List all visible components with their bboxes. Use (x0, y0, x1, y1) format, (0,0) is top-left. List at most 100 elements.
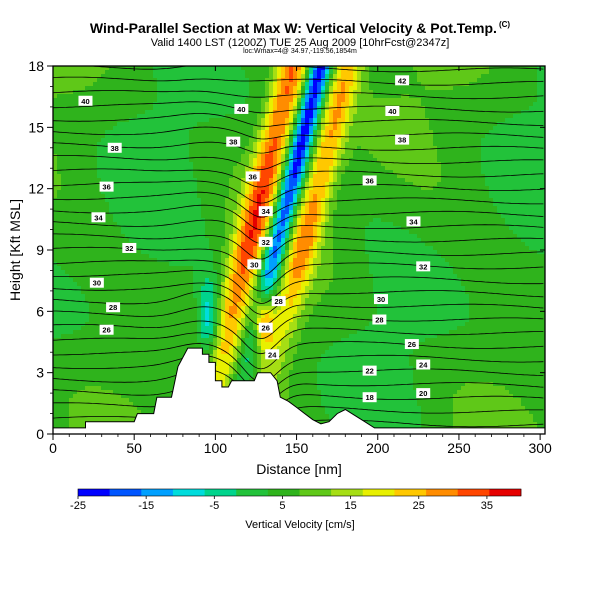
velocity-cell (533, 218, 538, 223)
velocity-cell (409, 174, 414, 179)
velocity-cell (377, 70, 382, 75)
velocity-cell (277, 110, 282, 115)
velocity-cell (233, 94, 238, 99)
velocity-cell (541, 182, 546, 187)
velocity-cell (193, 90, 198, 95)
velocity-cell (297, 194, 302, 199)
velocity-cell (285, 194, 290, 199)
velocity-cell (317, 70, 322, 75)
velocity-cell (357, 218, 362, 223)
velocity-cell (377, 106, 382, 111)
velocity-cell (221, 106, 226, 111)
velocity-cell (213, 114, 218, 119)
velocity-cell (385, 178, 390, 183)
velocity-cell (281, 86, 286, 91)
velocity-cell (521, 186, 526, 191)
velocity-cell (389, 94, 394, 99)
velocity-cell (341, 142, 346, 147)
velocity-cell (373, 158, 378, 163)
velocity-cell (385, 162, 390, 167)
velocity-cell (381, 166, 386, 171)
velocity-cell (225, 130, 230, 135)
velocity-cell (529, 162, 534, 167)
velocity-cell (429, 86, 434, 91)
velocity-cell (341, 82, 346, 87)
velocity-cell (529, 158, 534, 163)
velocity-cell (109, 90, 114, 95)
velocity-cell (497, 170, 502, 175)
velocity-cell (497, 130, 502, 135)
velocity-cell (181, 90, 186, 95)
velocity-cell (433, 150, 438, 155)
velocity-cell (145, 106, 150, 111)
velocity-cell (237, 74, 242, 79)
velocity-cell (421, 170, 426, 175)
velocity-cell (109, 158, 114, 163)
velocity-cell (97, 122, 102, 127)
velocity-cell (345, 142, 350, 147)
velocity-cell (173, 98, 178, 103)
velocity-cell (381, 130, 386, 135)
velocity-cell (445, 102, 450, 107)
velocity-cell (469, 142, 474, 147)
velocity-cell (93, 202, 98, 207)
velocity-cell (341, 66, 346, 71)
velocity-cell (137, 182, 142, 187)
velocity-cell (73, 166, 78, 171)
velocity-cell (305, 118, 310, 123)
velocity-cell (273, 146, 278, 151)
velocity-cell (401, 170, 406, 175)
velocity-cell (445, 150, 450, 155)
velocity-cell (449, 210, 454, 215)
velocity-cell (377, 122, 382, 127)
velocity-cell (217, 210, 222, 215)
velocity-cell (97, 198, 102, 203)
velocity-cell (229, 134, 234, 139)
velocity-cell (397, 186, 402, 191)
velocity-cell (541, 206, 546, 211)
velocity-cell (97, 162, 102, 167)
velocity-cell (289, 194, 294, 199)
velocity-cell (521, 162, 526, 167)
velocity-cell (409, 182, 414, 187)
velocity-cell (493, 118, 498, 123)
velocity-cell (341, 206, 346, 211)
velocity-cell (469, 122, 474, 127)
velocity-cell (229, 202, 234, 207)
velocity-cell (397, 182, 402, 187)
velocity-cell (373, 66, 378, 71)
velocity-cell (161, 162, 166, 167)
velocity-cell (305, 222, 310, 227)
velocity-cell (313, 66, 318, 71)
velocity-cell (93, 162, 98, 167)
velocity-cell (221, 146, 226, 151)
velocity-cell (493, 222, 498, 227)
velocity-cell (477, 134, 482, 139)
velocity-cell (509, 198, 514, 203)
velocity-cell (425, 142, 430, 147)
velocity-cell (269, 98, 274, 103)
velocity-cell (57, 182, 62, 187)
velocity-cell (397, 190, 402, 195)
velocity-cell (461, 146, 466, 151)
velocity-cell (345, 190, 350, 195)
velocity-cell (73, 114, 78, 119)
velocity-cell (101, 118, 106, 123)
velocity-cell (353, 142, 358, 147)
velocity-cell (105, 106, 110, 111)
velocity-cell (201, 70, 206, 75)
velocity-cell (493, 202, 498, 207)
velocity-cell (217, 154, 222, 159)
velocity-cell (357, 70, 362, 75)
velocity-cell (541, 82, 546, 87)
velocity-cell (53, 218, 58, 223)
velocity-cell (461, 182, 466, 187)
velocity-cell (389, 214, 394, 219)
velocity-cell (241, 206, 246, 211)
velocity-cell (73, 82, 78, 87)
velocity-cell (209, 214, 214, 219)
velocity-cell (377, 218, 382, 223)
velocity-cell (101, 134, 106, 139)
velocity-cell (357, 178, 362, 183)
velocity-cell (477, 78, 482, 83)
